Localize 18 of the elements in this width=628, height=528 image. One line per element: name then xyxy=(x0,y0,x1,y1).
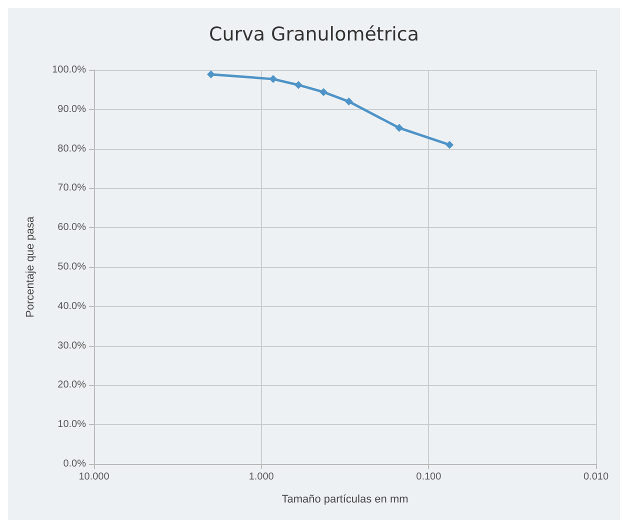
y-tick-label: 90.0% xyxy=(58,104,86,115)
y-tick-label: 50.0% xyxy=(58,262,86,272)
y-tick-label: 20.0% xyxy=(58,380,86,391)
y-tick-label: 40.0% xyxy=(58,300,86,312)
x-tick-label: 1.000 xyxy=(248,472,274,482)
x-tick-label: 0.100 xyxy=(416,472,442,482)
x-tick-label: 0.010 xyxy=(583,472,609,482)
y-axis-title: Porcentaje que pasa xyxy=(24,216,36,318)
x-tick-label: 10.000 xyxy=(78,472,110,482)
y-tick-label: 60.0% xyxy=(58,222,86,234)
y-tick-label: 10.0% xyxy=(58,419,86,430)
y-tick-label: 100.0% xyxy=(52,64,86,76)
y-tick-label: 30.0% xyxy=(58,340,86,352)
x-axis-title: Tamaño partículas en mm xyxy=(282,494,408,506)
y-tick-label: 0.0% xyxy=(63,458,86,470)
chart-title: Curva Granulométrica xyxy=(208,24,420,46)
y-tick-label: 80.0% xyxy=(58,143,86,154)
y-tick-label: 70.0% xyxy=(58,182,86,194)
